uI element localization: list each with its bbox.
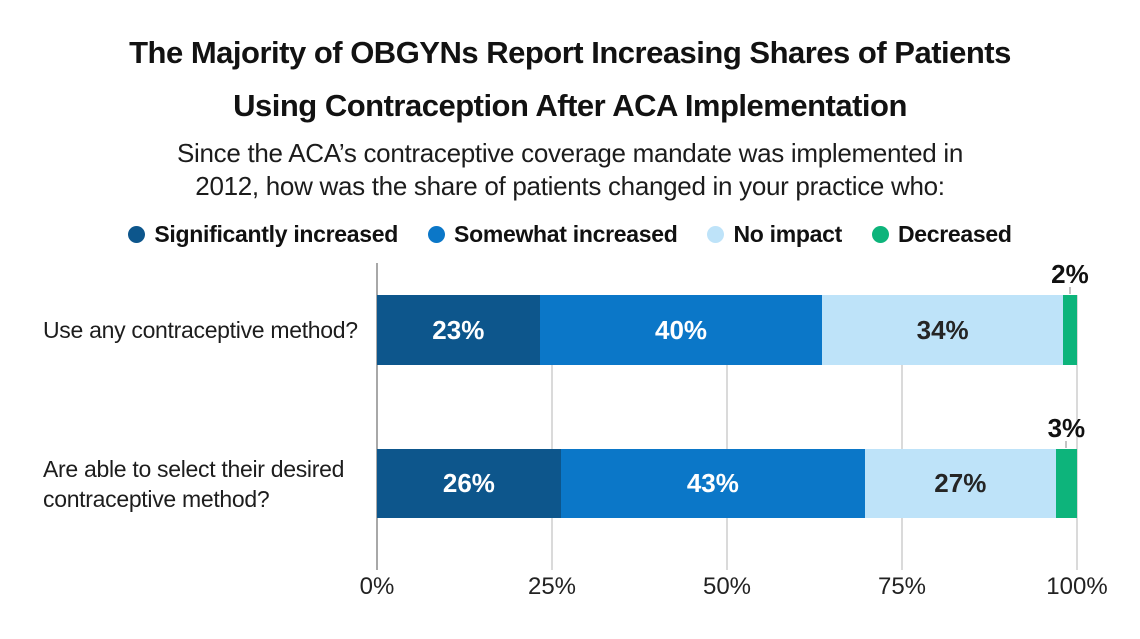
- legend-item-4: Decreased: [871, 221, 1012, 248]
- legend-dot-icon: [707, 226, 725, 243]
- gridline: [1076, 295, 1078, 570]
- label-leader-line: [1068, 287, 1071, 294]
- gridline: [726, 295, 728, 570]
- x-axis-tick-label: 25%: [527, 573, 577, 600]
- legend-item-3: No impact: [707, 221, 842, 248]
- bar-segment-label: 43%: [686, 468, 739, 498]
- bar-segment-label: 40%: [655, 314, 708, 345]
- chart-title-line-1: The Majority of OBGYNs Report Increasing…: [129, 35, 1011, 70]
- x-axis-tick-label: 0%: [359, 573, 395, 600]
- category-label: Use any contraceptive method?: [43, 317, 358, 343]
- chart-subtitle-line-1: Since the ACA’s contraceptive coverage m…: [177, 138, 963, 168]
- bar-segment-no-impact: 34%: [822, 295, 1063, 365]
- outside-segment-label: 3%: [1047, 413, 1086, 443]
- legend-item-label: Decreased: [897, 221, 1012, 247]
- legend-dot-icon: [871, 226, 889, 243]
- bar-segment-significantly-increased: 26%: [377, 449, 561, 518]
- chart-title: The Majority of OBGYNs Report Increasing…: [0, 26, 1140, 132]
- legend-item-2: Somewhat increased: [428, 221, 678, 248]
- legend-dot-icon: [428, 226, 446, 243]
- bar-segment-no-impact: 27%: [864, 449, 1056, 518]
- legend-item-1: Significantly increased: [128, 221, 398, 248]
- outside-segment-label: 2%: [1051, 259, 1089, 289]
- legend-dot-icon: [128, 226, 146, 243]
- bar-segment-somewhat-increased: 43%: [560, 449, 865, 518]
- chart-subtitle-line-2: 2012, how was the share of patients chan…: [195, 171, 945, 201]
- x-axis-tick-label: 100%: [1046, 573, 1108, 600]
- legend-item-label: Somewhat increased: [454, 221, 678, 247]
- legend-item-label: Significantly increased: [154, 221, 399, 247]
- label-leader-line: [1065, 441, 1068, 448]
- bar-segment-decreased: [1062, 295, 1077, 365]
- chart-subtitle: Since the ACA’s contraceptive coverage m…: [0, 137, 1140, 203]
- bar-segment-label: 27%: [934, 468, 987, 498]
- stacked-bar: 23% 40% 34%: [377, 295, 1077, 365]
- bar-segment-label: 34%: [916, 314, 969, 345]
- legend: Significantly increased Somewhat increase…: [0, 221, 1140, 248]
- bar-segment-label: 23%: [432, 314, 485, 345]
- gridline: [551, 295, 553, 570]
- bar-segment-decreased: [1055, 449, 1077, 518]
- x-axis-tick-label: 50%: [702, 573, 752, 600]
- bar-segment-significantly-increased: 23%: [377, 295, 540, 365]
- axis-zero-gridline: [376, 263, 378, 570]
- bar-segment-label: 26%: [442, 468, 495, 498]
- stacked-bar: 26% 43% 27%: [377, 449, 1077, 518]
- category-label: Are able to select their desired contrac…: [43, 455, 345, 512]
- x-axis-tick-label: 75%: [877, 573, 927, 600]
- bar-segment-somewhat-increased: 40%: [539, 295, 823, 365]
- legend-item-label: No impact: [733, 221, 842, 247]
- chart-title-line-2: Using Contraception After ACA Implementa…: [233, 88, 907, 123]
- gridline: [901, 295, 903, 570]
